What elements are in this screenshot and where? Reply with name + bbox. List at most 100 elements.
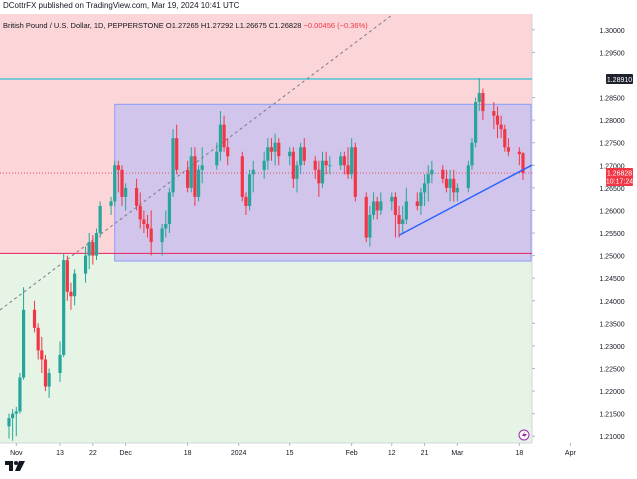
candle-body — [422, 183, 427, 193]
price-tick-label: 1.24500 — [599, 276, 624, 283]
candle-body — [288, 151, 292, 157]
price-tick-label: 1.30000 — [599, 28, 624, 35]
candle-body — [269, 147, 274, 152]
candle-body — [142, 219, 146, 224]
candle-body — [320, 160, 325, 184]
time-tick-label: 18 — [184, 450, 192, 457]
candle-body — [277, 142, 281, 157]
candle-body — [299, 147, 303, 166]
time-tick-label: 2024 — [231, 450, 247, 457]
price-tick-label: 1.22000 — [599, 389, 624, 396]
candle-body — [94, 233, 99, 256]
header-band — [0, 0, 532, 14]
candle-body — [222, 124, 226, 148]
price-tick-label: 1.25500 — [599, 231, 624, 238]
ohlc-close: C1.26828 — [268, 21, 302, 30]
candle-body — [73, 273, 77, 297]
time-tick-label: Mar — [451, 450, 464, 457]
candle-body — [124, 187, 128, 197]
candle-body — [470, 142, 474, 166]
candle-body — [43, 359, 48, 387]
candle-body — [474, 102, 478, 143]
candle-body — [47, 373, 51, 387]
price-tick-label: 1.23000 — [599, 344, 624, 351]
candle-body — [14, 411, 18, 414]
candle-body — [58, 354, 62, 374]
symbol-name[interactable]: British Pound / U.S. Dollar, 1D, PEPPERS… — [3, 21, 164, 30]
candle-body — [32, 309, 37, 328]
candle-body — [466, 165, 470, 188]
time-tick-label: 12 — [388, 450, 396, 457]
candle-body — [339, 156, 343, 166]
candle-body — [273, 142, 277, 152]
candle-body — [448, 178, 452, 188]
candle-body — [40, 350, 44, 360]
candle-body — [328, 165, 332, 167]
price-tick-label: 1.26500 — [599, 186, 624, 193]
candle-body — [186, 169, 190, 188]
time-tick-label: Nov — [10, 450, 23, 457]
time-tick-label: 21 — [421, 450, 429, 457]
price-tick-label: 1.27000 — [599, 163, 624, 170]
candle-body — [426, 174, 430, 184]
ohlc-open: O1.27265 — [165, 21, 199, 30]
current-price-label: 1.26828 — [607, 171, 632, 178]
countdown-label: 10:17:24 — [606, 179, 633, 186]
candle-body — [506, 147, 511, 152]
candle-body — [113, 165, 117, 202]
time-tick-label: Feb — [346, 450, 358, 457]
support-zone — [0, 253, 532, 443]
candle-body — [368, 214, 372, 238]
candle-body — [262, 160, 266, 170]
candles — [7, 78, 525, 441]
candle-body — [149, 228, 153, 243]
candle-body — [65, 260, 69, 292]
tradingview-logo-icon[interactable] — [4, 459, 26, 473]
candle-body — [145, 223, 150, 229]
candle-body — [193, 156, 197, 197]
candle-body — [419, 192, 423, 206]
candle-body — [160, 228, 164, 243]
candle-body — [342, 156, 346, 166]
candle-body — [11, 413, 15, 419]
candle-body — [481, 93, 485, 112]
candle-body — [196, 169, 201, 197]
price-tick-label: 1.29500 — [599, 50, 624, 57]
time-tick-label: 15 — [286, 450, 294, 457]
candle-body — [521, 153, 525, 174]
candle-body — [302, 147, 306, 161]
candle-body — [477, 93, 481, 103]
candle-body — [83, 255, 88, 274]
candle-body — [244, 196, 248, 206]
candle-body — [91, 242, 95, 256]
candle-body — [415, 201, 419, 206]
candle-body — [495, 115, 500, 125]
candle-body — [444, 178, 449, 188]
time-tick-label: Dec — [119, 450, 132, 457]
price-tick-label: 1.24000 — [599, 299, 624, 306]
lightning-icon-glyph — [522, 431, 527, 439]
price-tick-label: 1.26000 — [599, 208, 624, 215]
candle-body — [167, 192, 171, 224]
time-axis-bg — [0, 444, 533, 479]
candle-body — [324, 160, 328, 166]
level-label: 1.28910 — [607, 77, 632, 84]
candle-body — [371, 201, 376, 215]
ohlc-change: −0.00456 (−0.36%) — [303, 21, 368, 30]
candle-body — [317, 169, 321, 184]
current-price-badge — [606, 168, 633, 187]
candle-body — [295, 165, 299, 179]
candle-body — [266, 147, 270, 161]
candle-body — [247, 174, 252, 206]
candle-body — [171, 138, 175, 193]
price-tick-label: 1.28000 — [599, 118, 624, 125]
ohlc-low: L1.26675 — [235, 21, 267, 30]
candle-body — [375, 201, 379, 211]
candle-body — [138, 205, 142, 220]
candle-body — [350, 147, 354, 175]
price-tick-label: 1.27500 — [599, 141, 624, 148]
candle-body — [134, 187, 139, 206]
candle-body — [240, 156, 244, 197]
published-header: DCottrFX published on TradingView.com, M… — [3, 1, 240, 10]
